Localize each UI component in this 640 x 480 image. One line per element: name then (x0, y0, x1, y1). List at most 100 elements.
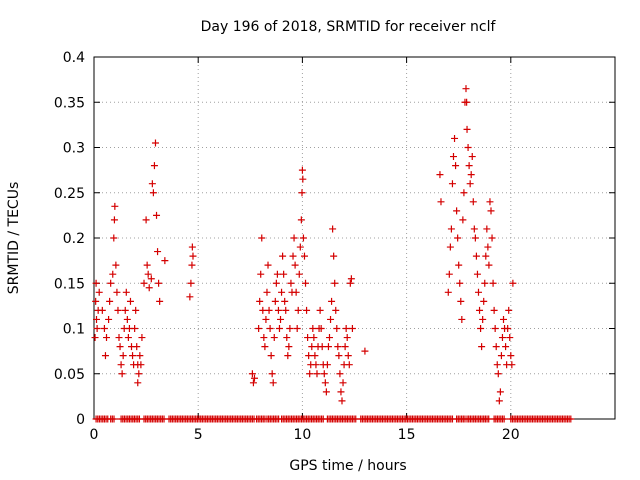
data-point (188, 243, 196, 251)
data-point (471, 234, 479, 242)
data-point (489, 279, 497, 287)
data-point (457, 297, 465, 305)
data-point (114, 306, 122, 314)
y-tick-label: 0.1 (63, 322, 85, 338)
data-point (93, 325, 101, 332)
data-point (343, 334, 351, 342)
data-point (456, 279, 464, 287)
data-point (249, 379, 257, 387)
data-point (285, 343, 293, 351)
data-point (186, 293, 194, 301)
data-point (103, 334, 111, 342)
data-point (154, 248, 162, 256)
x-tick-label: 15 (398, 427, 416, 443)
data-point (341, 343, 349, 351)
data-point (338, 397, 346, 405)
data-point (497, 352, 505, 360)
data-point (336, 370, 344, 378)
data-point (447, 225, 455, 233)
data-point (281, 297, 289, 305)
y-tick-label: 0.4 (63, 50, 85, 66)
data-point (335, 352, 343, 360)
data-point (283, 334, 291, 342)
data-point (310, 334, 318, 342)
data-point (123, 315, 131, 323)
data-point (436, 171, 444, 179)
data-point (494, 370, 502, 378)
data-point (478, 343, 486, 351)
data-point (305, 352, 313, 360)
data-point (279, 252, 287, 260)
data-point (148, 180, 156, 188)
data-point (256, 297, 264, 305)
data-point (490, 306, 498, 314)
data-point (505, 306, 513, 314)
data-point (278, 288, 286, 296)
data-point (161, 257, 169, 265)
data-point (113, 288, 121, 296)
data-point (122, 288, 130, 296)
data-point (330, 252, 338, 260)
data-point (500, 315, 508, 323)
data-point (189, 252, 197, 260)
data-point (264, 261, 272, 269)
data-point (312, 361, 320, 369)
data-point (109, 270, 117, 278)
data-point (479, 315, 487, 323)
x-tick-label: 20 (502, 427, 520, 443)
data-point (486, 198, 494, 206)
data-point (262, 315, 270, 323)
data-point (111, 202, 119, 210)
data-point (138, 334, 146, 342)
data-point (110, 216, 118, 224)
data-point (121, 306, 129, 314)
data-point (451, 134, 459, 142)
data-point (309, 325, 317, 332)
data-point (482, 252, 490, 260)
data-point (325, 334, 333, 342)
data-point (464, 144, 472, 151)
y-tick-label: 0.25 (54, 186, 85, 202)
data-point (140, 279, 148, 287)
data-point (266, 325, 274, 332)
data-point (476, 306, 484, 314)
data-point (263, 288, 271, 296)
data-point (306, 370, 314, 378)
data-point (502, 343, 510, 351)
data-point (131, 325, 139, 332)
data-point (444, 288, 452, 296)
data-point (487, 207, 495, 215)
data-point (463, 98, 471, 106)
data-point (328, 297, 336, 305)
data-point (339, 379, 347, 387)
data-point (316, 306, 324, 314)
data-point (277, 315, 285, 323)
x-axis-label: GPS time / hours (289, 458, 406, 474)
data-point (469, 198, 477, 206)
axis-ticks: 0 0.05 0.1 0.15 0.2 0.25 0.3 0.35 0.4 0 5 10 15 20 (54, 50, 615, 443)
data-point (481, 279, 489, 287)
data-point (466, 180, 474, 188)
data-point (460, 189, 468, 197)
data-point (299, 234, 307, 242)
data-point (500, 415, 508, 423)
data-point (286, 325, 294, 332)
data-point (95, 288, 103, 296)
data-point (296, 243, 304, 251)
data-point (468, 153, 476, 161)
data-point (257, 270, 265, 278)
data-point (187, 279, 195, 287)
data-point (149, 189, 157, 197)
data-point (261, 343, 269, 351)
data-point (280, 270, 288, 278)
data-point (317, 325, 325, 332)
data-point (248, 370, 256, 378)
data-point (144, 270, 152, 278)
data-point (105, 315, 113, 323)
data-point (269, 379, 277, 387)
data-point (345, 361, 353, 369)
y-tick-label: 0 (76, 412, 85, 428)
data-point (137, 361, 145, 369)
data-point (188, 261, 196, 269)
